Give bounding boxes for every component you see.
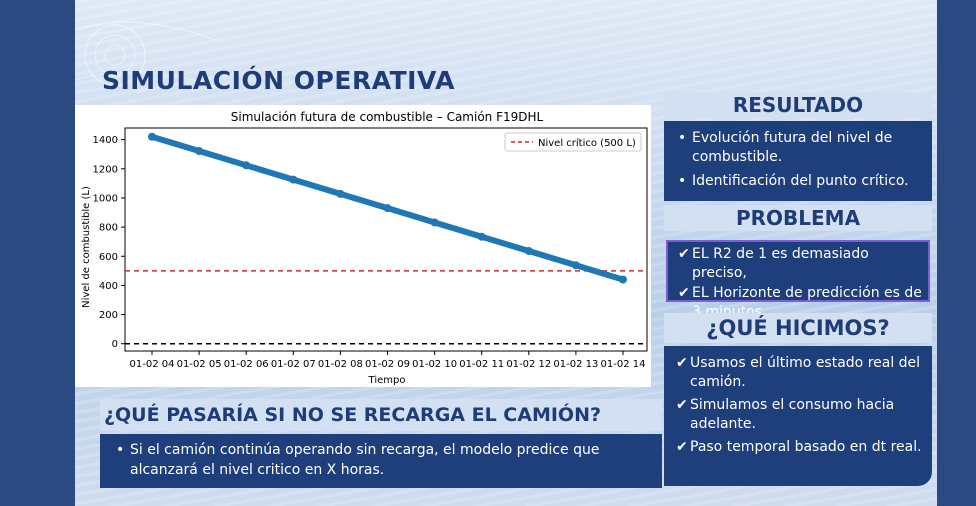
fuel-data-point (477, 232, 486, 241)
chart-y-label: Nivel de combustible (L) (81, 186, 92, 308)
x-tick-label: 01-02 06 (224, 359, 269, 370)
fuel-data-point (571, 261, 580, 270)
hicimos-item: ✔ Paso temporal basado en dt real. (676, 439, 922, 455)
y-tick-label: 1200 (93, 164, 118, 175)
resultado-heading: RESULTADO (664, 92, 932, 118)
x-tick-label: 01-02 04 (130, 359, 175, 370)
x-tick-label: 01-02 10 (412, 359, 457, 370)
resultado-item: • Evolución futura del nivel de combustib… (678, 130, 893, 165)
check-icon: ✔ (678, 285, 690, 301)
bullet-icon: • (116, 442, 125, 458)
right-margin (937, 0, 976, 506)
decorative-circles (75, 21, 226, 91)
hicimos-heading: ¿QUÉ HICIMOS? (664, 313, 932, 343)
problema-panel: ✔ EL R2 de 1 es demasiado preciso, ✔ EL Ho… (666, 240, 930, 320)
bullet-icon: • (678, 173, 687, 189)
y-tick-label: 600 (99, 252, 118, 263)
y-tick-label: 1400 (93, 135, 118, 146)
left-margin (0, 0, 75, 506)
bullet-icon: • (678, 130, 687, 146)
fuel-data-point (148, 132, 156, 141)
x-tick-label: 01-02 11 (459, 359, 504, 370)
pasaria-heading: ¿QUÉ PASARÍA SI NO SE RECARGA EL CAMIÓN? (100, 399, 662, 431)
fuel-data-point (242, 161, 251, 170)
check-icon: ✔ (676, 439, 688, 455)
pasaria-text: Si el camión continúa operando sin recar… (130, 442, 600, 478)
fuel-data-point (383, 204, 392, 213)
problema-item: ✔ EL R2 de 1 es demasiado preciso, (678, 246, 869, 281)
check-icon: ✔ (676, 397, 688, 413)
fuel-data-point (289, 175, 298, 184)
y-tick-label: 0 (112, 339, 118, 350)
pasaria-panel: • Si el camión continúa operando sin rec… (100, 434, 662, 488)
resultado-panel: • Evolución futura del nivel de combustib… (664, 121, 932, 201)
y-tick-label: 200 (99, 310, 118, 321)
check-icon: ✔ (676, 355, 688, 371)
chart-title: Simulación futura de combustible – Camió… (231, 110, 544, 124)
y-tick-label: 1000 (93, 193, 118, 204)
x-tick-label: 01-02 12 (506, 359, 551, 370)
x-tick-label: 01-02 05 (177, 359, 222, 370)
fuel-data-point (524, 247, 533, 256)
slide-title: SIMULACIÓN OPERATIVA (102, 66, 455, 95)
x-tick-label: 01-02 08 (318, 359, 363, 370)
fuel-data-point (336, 189, 345, 198)
resultado-item: • Identificación del punto crítico. (678, 173, 909, 189)
x-tick-label: 01-02 13 (553, 359, 598, 370)
check-icon: ✔ (678, 246, 690, 262)
y-tick-label: 400 (99, 281, 118, 292)
fuel-data-point (430, 218, 439, 227)
fuel-data-point (619, 275, 627, 284)
plot-frame (124, 127, 648, 352)
legend-label: Nivel crítico (500 L) (538, 137, 636, 149)
hicimos-item: ✔ Simulamos el consumo hacia adelante. (676, 397, 895, 432)
fuel-chart-svg: Simulación futura de combustible – Camió… (81, 110, 648, 386)
x-tick-label: 01-02 14 (601, 359, 646, 370)
y-tick-label: 800 (99, 223, 118, 234)
chart-legend: Nivel crítico (500 L) (504, 132, 642, 152)
fuel-data-point (195, 147, 204, 156)
x-tick-label: 01-02 07 (271, 359, 316, 370)
fuel-chart: Simulación futura de combustible – Camió… (75, 105, 651, 387)
hicimos-item: ✔ Usamos el último estado real del camión… (676, 355, 921, 390)
hicimos-panel: ✔ Usamos el último estado real del camión… (664, 346, 932, 486)
x-tick-label: 01-02 09 (365, 359, 410, 370)
problema-heading: PROBLEMA (664, 205, 932, 231)
chart-x-label: Tiempo (368, 375, 406, 386)
